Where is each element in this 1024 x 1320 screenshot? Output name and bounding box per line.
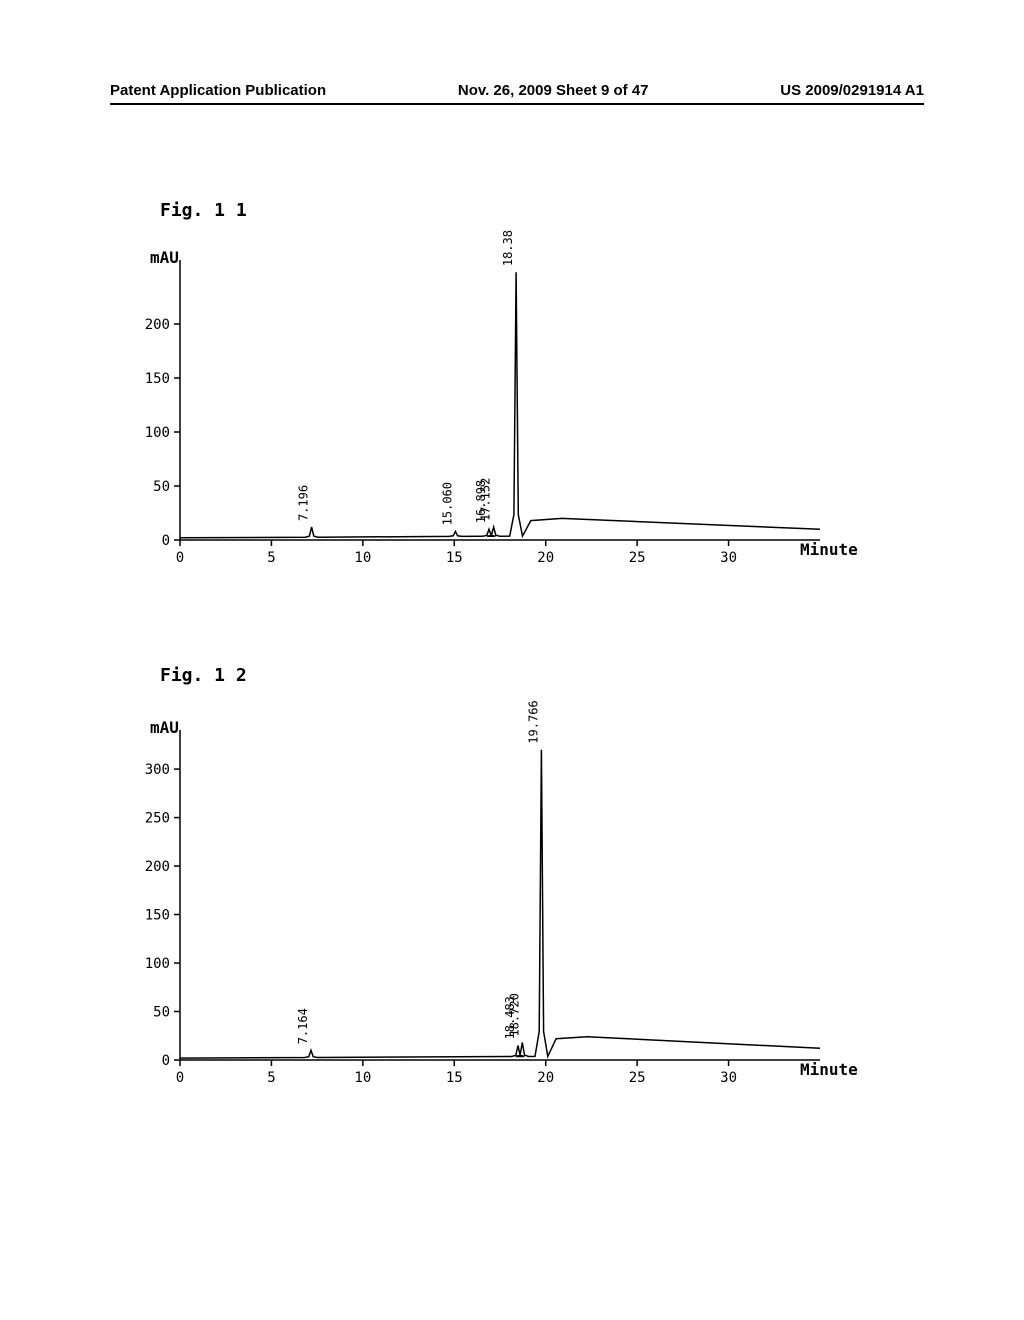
fig11-label: Fig. 1 1 <box>160 200 247 221</box>
header-left: Patent Application Publication <box>110 82 326 99</box>
header-right: US 2009/0291914 A1 <box>780 82 924 99</box>
svg-text:30: 30 <box>720 1070 737 1086</box>
svg-text:150: 150 <box>145 908 170 924</box>
svg-text:15: 15 <box>446 550 463 566</box>
svg-text:200: 200 <box>145 859 170 875</box>
svg-text:7.196: 7.196 <box>297 485 311 521</box>
svg-text:10: 10 <box>354 550 371 566</box>
svg-text:250: 250 <box>145 811 170 827</box>
svg-text:17.152: 17.152 <box>479 478 493 521</box>
svg-text:25: 25 <box>629 1070 646 1086</box>
svg-text:15.060: 15.060 <box>440 482 454 525</box>
svg-text:19.766: 19.766 <box>526 700 540 743</box>
page-header: Patent Application Publication Nov. 26, … <box>110 82 924 105</box>
svg-text:15: 15 <box>446 1070 463 1086</box>
svg-text:20: 20 <box>537 550 554 566</box>
fig12-label: Fig. 1 2 <box>160 665 247 686</box>
fig11-ylabel: mAU <box>150 248 179 267</box>
svg-text:18.382: 18.382 <box>501 230 515 266</box>
header-center: Nov. 26, 2009 Sheet 9 of 47 <box>458 82 649 99</box>
svg-text:0: 0 <box>162 533 170 549</box>
svg-text:10: 10 <box>354 1070 371 1086</box>
svg-text:150: 150 <box>145 371 170 387</box>
svg-text:20: 20 <box>537 1070 554 1086</box>
svg-text:25: 25 <box>629 550 646 566</box>
fig12-ylabel: mAU <box>150 718 179 737</box>
svg-text:50: 50 <box>153 479 170 495</box>
fig11-chart: mAU 0 50 100 150 200 0 5 10 15 20 25 30 7.196 15.060 1… <box>120 230 860 580</box>
svg-text:100: 100 <box>145 956 170 972</box>
svg-text:50: 50 <box>153 1005 170 1021</box>
patent-page: Patent Application Publication Nov. 26, … <box>0 0 1024 1320</box>
svg-text:5: 5 <box>267 550 275 566</box>
svg-text:7.164: 7.164 <box>296 1008 310 1044</box>
svg-text:0: 0 <box>162 1053 170 1069</box>
svg-text:18.720: 18.720 <box>507 993 521 1036</box>
svg-text:0: 0 <box>176 1070 184 1086</box>
fig11-xlabel: Minute <box>800 540 858 559</box>
fig12-chart: mAU 0 50 100 150 200 250 300 0 5 10 15 20 25 30 7.164 1… <box>120 700 860 1100</box>
fig12-xlabel: Minute <box>800 1060 858 1079</box>
svg-text:200: 200 <box>145 317 170 333</box>
svg-text:300: 300 <box>145 762 170 778</box>
svg-text:0: 0 <box>176 550 184 566</box>
svg-text:100: 100 <box>145 425 170 441</box>
svg-text:30: 30 <box>720 550 737 566</box>
svg-text:5: 5 <box>267 1070 275 1086</box>
